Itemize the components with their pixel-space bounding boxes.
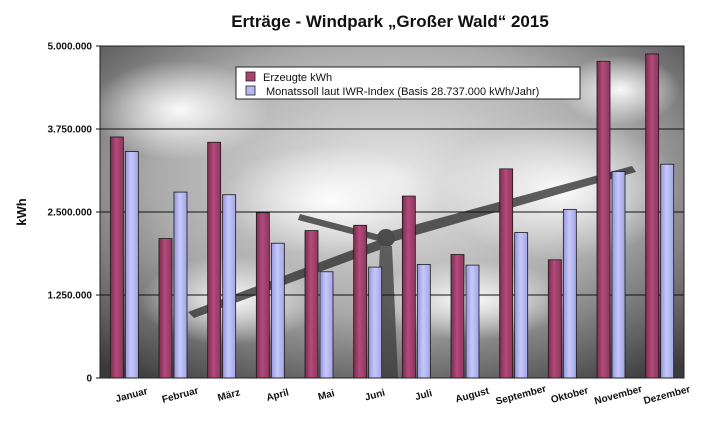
bar-monatssoll xyxy=(173,191,188,379)
bar-monatssoll xyxy=(562,208,577,379)
y-axis-label: kWh xyxy=(14,198,29,226)
legend: Erzeugte kWh Monatssoll laut IWR-Index (… xyxy=(235,66,581,100)
bar-monatssoll xyxy=(368,266,383,379)
bar-erzeugt xyxy=(596,60,611,379)
y-axis-ticks: 0 1.250.000 2.500.000 3.750.000 5.000.000 xyxy=(48,42,100,385)
bar-erzeugt xyxy=(547,259,562,379)
bar-monatssoll xyxy=(319,271,334,379)
bar-erzeugt xyxy=(304,230,319,379)
x-tick-label: August xyxy=(454,386,491,406)
x-tick-label: Oktober xyxy=(550,385,590,406)
x-tick-label: Juni xyxy=(364,388,387,404)
bar-monatssoll xyxy=(660,163,675,379)
x-tick-label: November xyxy=(593,384,643,407)
bar-erzeugt xyxy=(450,254,465,379)
x-tick-label: September xyxy=(495,384,548,408)
y-tick-label: 5.000.000 xyxy=(48,42,93,53)
legend-label-series-1: Erzeugte kWh xyxy=(263,72,332,84)
y-tick-label: 3.750.000 xyxy=(48,125,93,136)
bar-erzeugt xyxy=(255,212,270,379)
x-tick-label: Mai xyxy=(317,388,336,403)
bar-monatssoll xyxy=(124,151,139,379)
x-tick-label: Dezember xyxy=(643,384,692,407)
bar-monatssoll xyxy=(611,171,626,379)
bar-monatssoll xyxy=(465,264,480,379)
bar-monatssoll xyxy=(270,242,285,379)
y-tick-label: 2.500.000 xyxy=(48,208,93,219)
bar-erzeugt xyxy=(158,238,173,379)
legend-label-series-2: Monatssoll laut IWR-Index (Basis 28.737.… xyxy=(266,86,539,98)
x-tick-label: Februar xyxy=(161,385,200,405)
bar-erzeugt xyxy=(207,141,222,379)
y-tick-label: 1.250.000 xyxy=(48,291,93,302)
bar-erzeugt xyxy=(401,195,416,379)
bar-erzeugt xyxy=(353,224,368,379)
bar-monatssoll xyxy=(514,232,529,379)
legend-swatch-series-1 xyxy=(245,71,256,82)
bar-monatssoll xyxy=(222,194,237,379)
bar-monatssoll xyxy=(416,264,431,379)
x-tick-label: März xyxy=(217,387,242,404)
bar-erzeugt xyxy=(109,136,124,379)
bar-erzeugt xyxy=(499,168,514,379)
x-tick-label: Januar xyxy=(114,386,149,405)
bar-erzeugt xyxy=(645,53,660,379)
y-tick-label: 0 xyxy=(86,374,92,385)
x-tick-label: April xyxy=(265,387,290,404)
grid-lines xyxy=(100,128,684,296)
bars xyxy=(109,53,675,379)
x-axis-ticks: Januar Februar März April Mai Juni Juli August S… xyxy=(114,384,691,408)
x-tick-label: Juli xyxy=(414,388,434,403)
chart-title: Erträge - Windpark „Großer Wald“ 2015 xyxy=(231,12,549,31)
legend-swatch-series-2 xyxy=(245,85,256,96)
